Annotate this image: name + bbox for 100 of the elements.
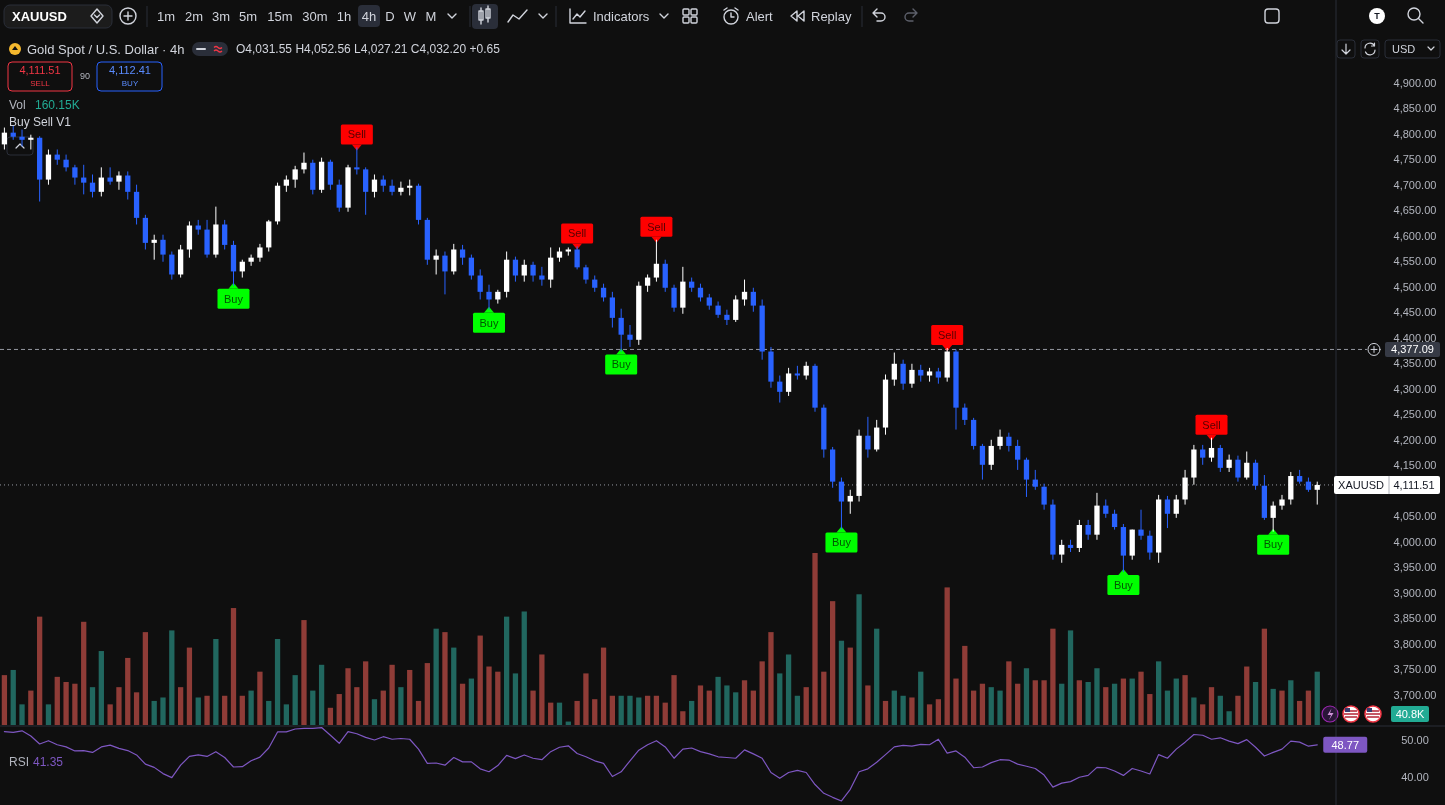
annotation: 1h — [336, 8, 352, 24]
bar — [1085, 682, 1091, 725]
annotation: BUY — [121, 78, 139, 88]
bar — [98, 651, 104, 725]
y-tick-label: 50.00 — [1401, 734, 1429, 747]
bar — [363, 661, 369, 725]
candlestick — [997, 429, 1003, 450]
text: Buy — [1263, 538, 1283, 551]
text: RSI — [9, 755, 30, 770]
bar — [204, 695, 210, 725]
bar — [583, 673, 589, 725]
line-series — [3, 726, 1318, 802]
candlestick — [116, 170, 122, 191]
bar — [222, 695, 228, 725]
bar — [847, 647, 853, 725]
candlestick — [98, 166, 104, 197]
series-label: Buy — [611, 358, 632, 371]
text: Buy — [1113, 578, 1133, 591]
bar — [1173, 678, 1179, 725]
candlestick — [486, 284, 492, 311]
bar — [706, 690, 712, 725]
bar — [759, 661, 765, 725]
bar — [521, 611, 527, 725]
y-tick-label: 4,050.00 — [1393, 510, 1437, 523]
candlestick — [354, 146, 360, 175]
candlestick — [1252, 459, 1259, 491]
bar — [477, 635, 483, 725]
candlestick — [222, 219, 228, 250]
bar — [812, 553, 818, 725]
candlestick — [1288, 471, 1294, 506]
bar — [724, 685, 730, 725]
annotation: 5m — [238, 8, 258, 24]
bar — [495, 671, 501, 725]
ref-line-label: XAUUSD — [1338, 478, 1384, 491]
y-tick-label: 3,850.00 — [1393, 612, 1437, 625]
candlestick — [1235, 455, 1241, 483]
annotation: M — [425, 8, 437, 24]
bar — [1050, 628, 1056, 725]
candlestick — [1041, 483, 1047, 511]
y-tick-label: 4,550.00 — [1393, 255, 1437, 268]
bar — [944, 587, 950, 725]
candlestick — [363, 166, 369, 216]
bar — [89, 687, 96, 725]
text: Buy — [224, 292, 243, 305]
annotation: 4,112.41 — [108, 63, 152, 76]
candlestick — [468, 254, 475, 281]
candlestick — [653, 239, 660, 283]
candlestick — [838, 477, 845, 531]
bar — [891, 690, 897, 725]
candlestick — [962, 403, 968, 426]
bar — [1208, 687, 1215, 725]
bar — [45, 704, 52, 725]
bar — [1164, 690, 1171, 725]
bar — [733, 692, 739, 725]
bar — [953, 678, 959, 725]
candlestick — [671, 284, 677, 313]
bar — [874, 628, 880, 725]
bar — [1217, 695, 1223, 725]
bar — [609, 695, 616, 725]
candlestick — [477, 268, 483, 300]
text: 4,111.51 — [19, 63, 61, 76]
annotation: 15m — [267, 8, 293, 24]
bar — [618, 695, 624, 725]
bar — [301, 620, 307, 725]
candlestick — [433, 248, 439, 275]
bar — [574, 700, 580, 725]
candlestick — [248, 254, 254, 267]
bar — [345, 668, 351, 725]
bar — [979, 683, 986, 725]
candlestick — [459, 244, 466, 266]
candlestick — [72, 164, 78, 186]
candlestick — [777, 375, 783, 404]
candlestick — [125, 170, 131, 200]
bar — [1032, 680, 1038, 725]
candlestick — [1270, 501, 1276, 533]
y-tick-label: 4,900.00 — [1393, 76, 1437, 89]
annotation: 4,111.51 — [1393, 478, 1435, 491]
candlestick — [900, 359, 906, 391]
candlestick — [1244, 451, 1250, 481]
candlestick — [1023, 457, 1030, 498]
bar — [451, 647, 457, 725]
y-tick-label: 4,150.00 — [1393, 459, 1437, 472]
bar — [680, 711, 686, 725]
bar — [918, 671, 924, 725]
bar — [838, 640, 845, 725]
candlestick — [1076, 519, 1082, 553]
bar — [970, 690, 977, 725]
bar — [1, 675, 8, 725]
candlestick — [160, 234, 166, 263]
annotation: 3m — [211, 8, 231, 24]
candlestick — [979, 443, 986, 481]
candlestick — [530, 261, 536, 283]
candlestick — [1147, 530, 1153, 561]
bar — [653, 695, 660, 725]
annotation: 1m — [156, 8, 176, 24]
bar — [548, 702, 554, 725]
bar — [28, 690, 34, 725]
candlestick — [1059, 539, 1065, 564]
y-tick-label: 4,700.00 — [1393, 178, 1437, 191]
bar — [592, 699, 598, 725]
